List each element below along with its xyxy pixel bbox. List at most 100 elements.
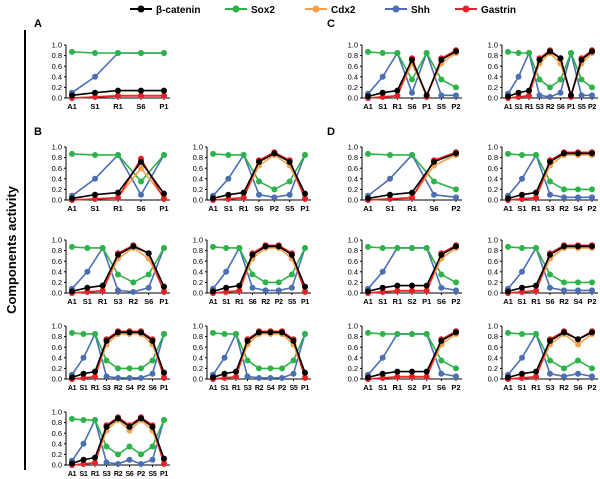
y-tick-label-c2: 0.2: [488, 83, 498, 92]
point-sox2-c1: [409, 76, 415, 83]
x-tick-label-b3: P1: [159, 297, 168, 306]
point-sox2-c2: [568, 49, 574, 56]
y-tick-label-d1: 1.0: [348, 143, 358, 152]
point-sox2-b5: [69, 329, 75, 336]
y-tick-label-b1: 0.0: [52, 196, 62, 205]
y-tick-label-b1: 1.0: [52, 143, 62, 152]
point-sox2-c2: [505, 48, 511, 55]
x-tick-label-b4: A1: [209, 299, 218, 306]
y-tick-label-d2: 0.0: [488, 196, 498, 205]
y-tick-label-b3: 1.0: [52, 236, 62, 245]
point-sox2-b3: [99, 244, 106, 251]
point-gastrin-b4: [236, 287, 243, 294]
y-tick-label-c2: 0.8: [488, 51, 498, 60]
point-shh-b2: [225, 175, 232, 182]
y-tick-label-b6: 0.8: [193, 332, 203, 341]
point-sox2-c1: [379, 49, 386, 56]
y-tick-label-b2: 0.0: [193, 196, 203, 205]
x-tick-label-d4: P2: [587, 297, 596, 306]
point-gastrin-d3: [409, 287, 415, 294]
point-shh-c1: [453, 92, 459, 99]
point-shh-b7: [149, 456, 156, 463]
legend-marker-shh: [392, 5, 400, 13]
point-sox2-d3: [409, 244, 415, 251]
point-shh-d5: [453, 373, 459, 380]
y-tick-label-d1: 0.2: [348, 185, 358, 194]
point-sox2-d5: [438, 357, 445, 364]
y-tick-label-b7: 1.0: [52, 408, 62, 417]
point-sox2-c1: [438, 76, 445, 83]
point-shh-d4: [547, 284, 553, 291]
y-tick-label-d5: 0.0: [348, 375, 358, 384]
x-tick-label-d1: P2: [451, 204, 460, 213]
point-beta_catenin-b5: [103, 337, 110, 344]
x-tick-label-c1: S1: [378, 102, 387, 111]
x-tick-label-b6: R2: [255, 385, 264, 392]
point-sox2-b5: [115, 365, 121, 372]
point-sox2-d6: [589, 365, 595, 372]
point-shh-d2: [547, 191, 553, 198]
x-tick-label-b4: P2: [275, 299, 283, 306]
point-beta_catenin-c2: [547, 48, 553, 55]
point-beta_catenin-b4: [288, 251, 295, 258]
y-tick-label-b7: 0.8: [52, 418, 62, 427]
point-beta_catenin-b4: [223, 284, 230, 291]
point-beta_catenin-a: [92, 89, 98, 96]
x-tick-label-d6: S3: [545, 383, 554, 392]
series-sox2-d3: [365, 243, 459, 286]
point-beta_catenin-d1: [431, 158, 437, 165]
point-gastrin-d3: [379, 288, 386, 295]
series-sox2-b7: [69, 415, 167, 458]
x-tick-label-c1: S5: [437, 102, 446, 111]
point-beta_catenin-d6: [533, 368, 539, 375]
x-tick-label-c2: R2: [546, 104, 555, 111]
point-gastrin-d5: [423, 373, 430, 380]
chart-c1: 0.0 0.2 0.40.6 0.81.0 A1 S1 R1 S6 P1 S5 P2: [348, 41, 462, 111]
x-tick-label-b2: S1: [224, 204, 233, 213]
point-gastrin-d4: [533, 287, 539, 294]
x-tick-label-c1: R1: [393, 102, 403, 111]
series-sox2-b4: [210, 243, 308, 286]
y-tick-label-d2: 1.0: [488, 143, 498, 152]
point-sox2-b2: [271, 186, 278, 193]
y-tick-label-b3: 0.8: [52, 246, 62, 255]
point-beta_catenin-b1: [69, 195, 75, 202]
y-tick-label-b3: 0.4: [52, 267, 62, 276]
x-tick-label-c2: S6: [557, 104, 565, 111]
x-tick-label-d1: R1: [407, 204, 417, 213]
x-tick-label-b2: S6: [254, 204, 263, 213]
point-sox2-b5: [126, 365, 133, 372]
point-shh-b6: [221, 354, 228, 361]
point-beta_catenin-b1: [138, 158, 144, 165]
point-gastrin-b1: [115, 194, 121, 201]
point-shh-b5: [115, 374, 121, 381]
y-tick-label-a: 0.0: [52, 94, 62, 103]
point-sox2-d4: [589, 279, 595, 286]
point-gastrin-b6: [302, 374, 308, 381]
point-beta_catenin-d3: [409, 282, 415, 289]
x-tick-label-b6: S4: [267, 385, 275, 392]
point-sox2-d6: [505, 329, 511, 336]
point-gastrin-b3: [84, 288, 91, 295]
y-tick-label-d3: 0.8: [348, 246, 358, 255]
y-tick-label-a: 0.6: [52, 62, 62, 71]
point-sox2-b5: [138, 365, 144, 372]
point-gastrin-a: [161, 92, 167, 99]
point-beta_catenin-d5: [409, 368, 415, 375]
point-beta_catenin-d6: [505, 374, 511, 381]
point-sox2-b4: [302, 244, 308, 251]
y-tick-label-c2: 1.0: [488, 41, 498, 50]
point-gastrin-a: [115, 92, 121, 99]
x-tick-label-d1: A1: [363, 204, 373, 213]
point-beta_catenin-b6: [302, 369, 308, 376]
y-tick-label-b4: 0.4: [193, 267, 203, 276]
chart-d6: 0.0 0.2 0.40.6 0.81.0 A1 S1 R1 S3 R2 S6 P2: [488, 322, 598, 392]
point-sox2-d4: [533, 244, 539, 251]
point-beta_catenin-d1: [453, 150, 459, 157]
point-beta_catenin-b6: [267, 329, 274, 336]
point-sox2-b6: [233, 330, 239, 337]
point-gastrin-d6: [533, 373, 539, 380]
point-shh-d6: [575, 370, 581, 377]
point-shh-d4: [575, 287, 581, 294]
y-tick-label-b5: 0.8: [52, 332, 62, 341]
